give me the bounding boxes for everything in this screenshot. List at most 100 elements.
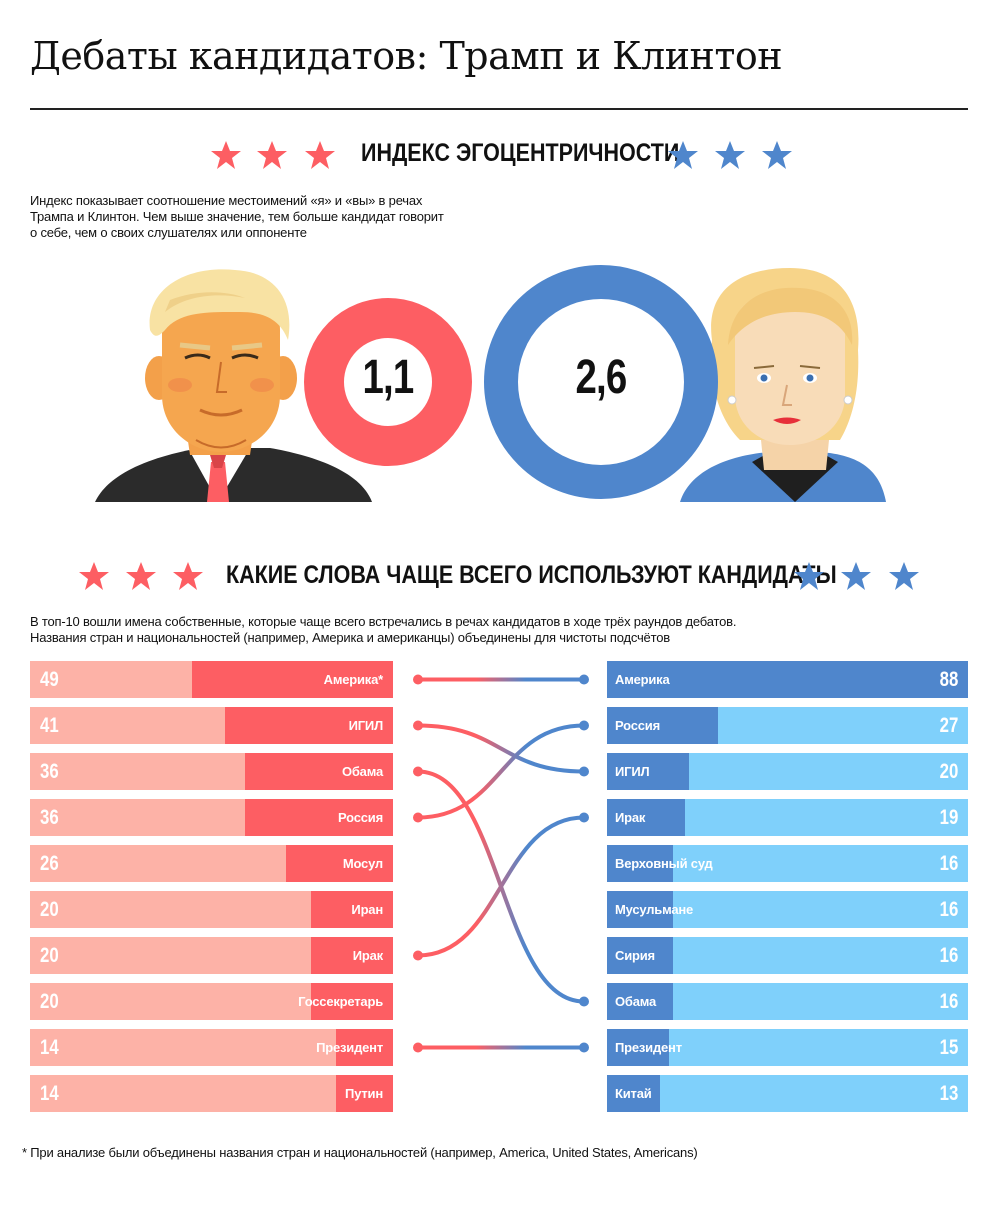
description-line: Трампа и Клинтон. Чем выше значение, тем… xyxy=(30,209,444,224)
link-dot-left xyxy=(413,812,423,823)
bar-value: 13 xyxy=(939,1082,958,1105)
bar-label: Верховный суд xyxy=(615,856,713,871)
bar-label: Китай xyxy=(615,1086,652,1101)
bar-fill xyxy=(336,1075,393,1112)
link-dot-left xyxy=(413,950,423,961)
red-star-icon xyxy=(305,141,335,169)
red-star-icon xyxy=(257,141,287,169)
section1-description: Индекс показывает соотношение местоимени… xyxy=(30,193,444,241)
bar-fill xyxy=(607,753,689,790)
bar-label: Мусульмане xyxy=(615,902,694,917)
description-line: о себе, чем о своих слушателях или оппон… xyxy=(30,225,307,240)
bar-label: Америка xyxy=(615,672,670,687)
bar-label: Иран xyxy=(351,902,383,917)
bar-label: Президент xyxy=(316,1040,383,1055)
clinton-bar: 16 Сирия xyxy=(607,937,968,974)
bar-value: 49 xyxy=(40,668,59,691)
bar-fill xyxy=(607,891,673,928)
clinton-bar: 16 Мусульмане xyxy=(607,891,968,928)
bar-value: 15 xyxy=(939,1036,958,1059)
link-dot-left xyxy=(413,1042,423,1053)
title-divider xyxy=(30,108,968,110)
bar-label: Обама xyxy=(615,994,657,1009)
bar-fill xyxy=(607,845,673,882)
bar-value: 16 xyxy=(939,990,958,1013)
clinton-bar: 19 Ирак xyxy=(607,799,968,836)
bar-fill xyxy=(607,1029,669,1066)
description-line: Названия стран и национальностей (наприм… xyxy=(30,630,670,645)
bar-value: 26 xyxy=(40,852,59,875)
blue-star-icon xyxy=(889,562,919,590)
bar-label: Америка* xyxy=(323,672,384,687)
bar-fill xyxy=(607,937,673,974)
bar-value: 16 xyxy=(939,852,958,875)
bar-value: 19 xyxy=(939,806,958,829)
link-line xyxy=(417,815,585,958)
description-line: Индекс показывает соотношение местоимени… xyxy=(30,193,423,208)
red-star-icon xyxy=(173,562,203,590)
red-star-icon xyxy=(211,141,241,169)
clinton-bar: 27 Россия xyxy=(607,707,968,744)
bar-label: Сирия xyxy=(615,948,655,963)
clinton-bar: 15 Президент xyxy=(607,1029,968,1066)
page-title: Дебаты кандидатов: Трамп и Клинтон xyxy=(30,34,783,78)
bar-value: 41 xyxy=(40,714,59,737)
bar-fill xyxy=(607,983,673,1020)
link-dot-right xyxy=(579,1042,589,1053)
clinton-bar: 13 Китай xyxy=(607,1075,968,1112)
link-dot-left xyxy=(413,766,423,777)
trump-index-value: 1,1 xyxy=(362,351,415,404)
bar-label: Путин xyxy=(345,1086,383,1101)
bar-fill xyxy=(311,891,393,928)
clinton-bar: 20 ИГИЛ xyxy=(607,753,968,790)
bar-label: Мосул xyxy=(342,856,383,871)
bar-fill xyxy=(607,1075,660,1112)
link-dot-left xyxy=(413,674,423,685)
bar-label: Госсекретарь xyxy=(298,994,383,1009)
bar-value: 16 xyxy=(939,944,958,967)
bar-value: 88 xyxy=(939,668,958,691)
bar-label: Ирак xyxy=(352,948,383,963)
link-dot-right xyxy=(579,766,589,777)
bar-value: 36 xyxy=(40,760,59,783)
bar-value: 16 xyxy=(939,898,958,921)
bar-fill xyxy=(311,983,393,1020)
clinton-bar: 16 Обама xyxy=(607,983,968,1020)
bar-fill xyxy=(225,707,393,744)
description-line: В топ-10 вошли имена собственные, которы… xyxy=(30,614,737,629)
bar-label: ИГИЛ xyxy=(348,718,384,733)
section1-heading: ИНДЕКС ЭГОЦЕНТРИЧНОСТИ xyxy=(361,139,680,167)
bar-fill xyxy=(245,799,393,836)
link-dot-right xyxy=(579,996,589,1007)
bar-fill xyxy=(245,753,393,790)
bar-label: Ирак xyxy=(615,810,646,825)
bar-fill xyxy=(336,1029,393,1066)
trump-bar: 14 Президент xyxy=(30,1029,393,1066)
trump-bar: 41 ИГИЛ xyxy=(30,707,393,744)
blue-star-icon xyxy=(794,562,824,590)
bar-value: 20 xyxy=(40,898,59,921)
bar-fill xyxy=(607,799,685,836)
footnote: * При анализе были объединены названия с… xyxy=(22,1145,698,1160)
bar-value: 14 xyxy=(40,1082,59,1105)
bar-label: Президент xyxy=(615,1040,682,1055)
blue-star-icon xyxy=(841,562,871,590)
link-dot-left xyxy=(413,720,423,731)
link-dot-right xyxy=(579,720,589,731)
bar-value: 20 xyxy=(939,760,958,783)
trump-bar: 36 Обама xyxy=(30,753,393,790)
trump-bar: 20 Госсекретарь xyxy=(30,983,393,1020)
blue-star-icon xyxy=(715,141,745,169)
trump-bar: 26 Мосул xyxy=(30,845,393,882)
trump-bar: 49 Америка* xyxy=(30,661,393,698)
bar-fill xyxy=(311,937,393,974)
red-star-icon xyxy=(126,562,156,590)
trump-bar: 20 Ирак xyxy=(30,937,393,974)
section2-description: В топ-10 вошли имена собственные, которы… xyxy=(30,614,736,646)
bar-value: 27 xyxy=(939,714,958,737)
